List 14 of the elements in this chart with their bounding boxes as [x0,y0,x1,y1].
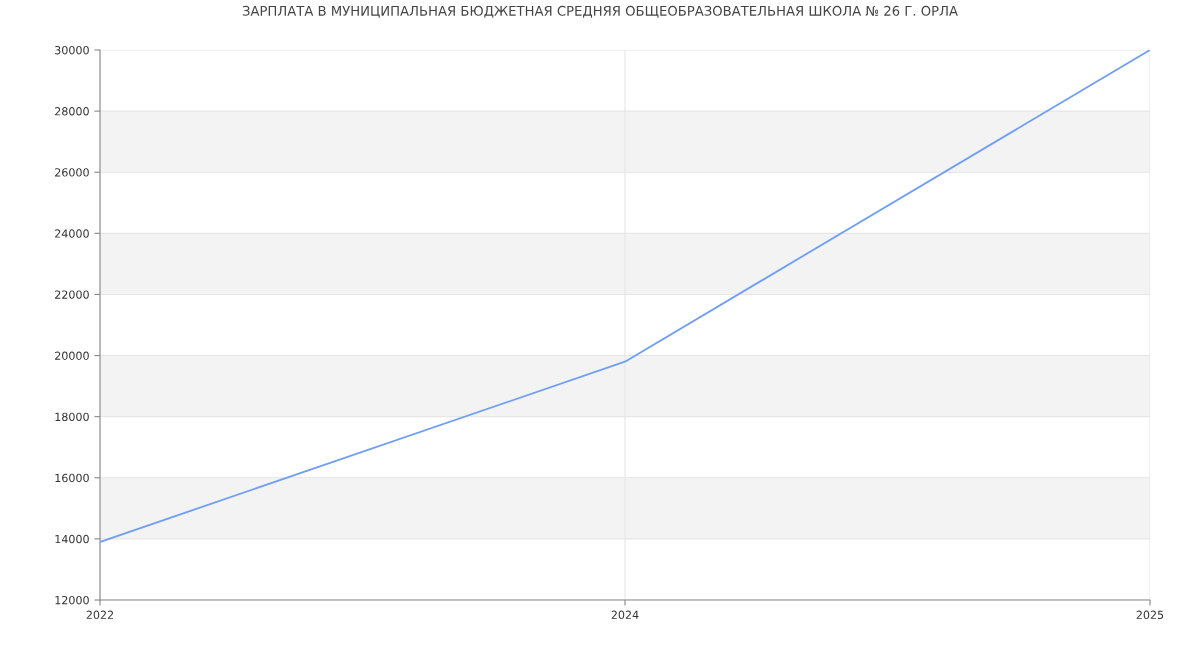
y-tick-label: 30000 [55,45,89,55]
y-tick-label: 16000 [55,473,89,483]
chart-title: ЗАРПЛАТА В МУНИЦИПАЛЬНАЯ БЮДЖЕТНАЯ СРЕДНЯЯ ОБЩЕОБРАЗОВАТЕЛЬНАЯ ШКОЛА № 26 Г. ОРЛА [242,5,958,18]
y-tick-label: 26000 [55,168,89,177]
x-tick-label: 2022 [86,610,114,620]
y-tick-label: 20000 [55,351,89,360]
x-tick-label: 2025 [1136,610,1164,620]
y-tick-label: 24000 [55,229,89,238]
y-tick-label: 14000 [55,534,89,544]
y-tick-label: 28000 [55,107,89,116]
y-tick-label: 22000 [55,290,89,299]
y-tick-label: 18000 [55,412,89,422]
y-tick-label: 12000 [55,595,89,605]
x-tick-label: 2024 [611,610,639,620]
